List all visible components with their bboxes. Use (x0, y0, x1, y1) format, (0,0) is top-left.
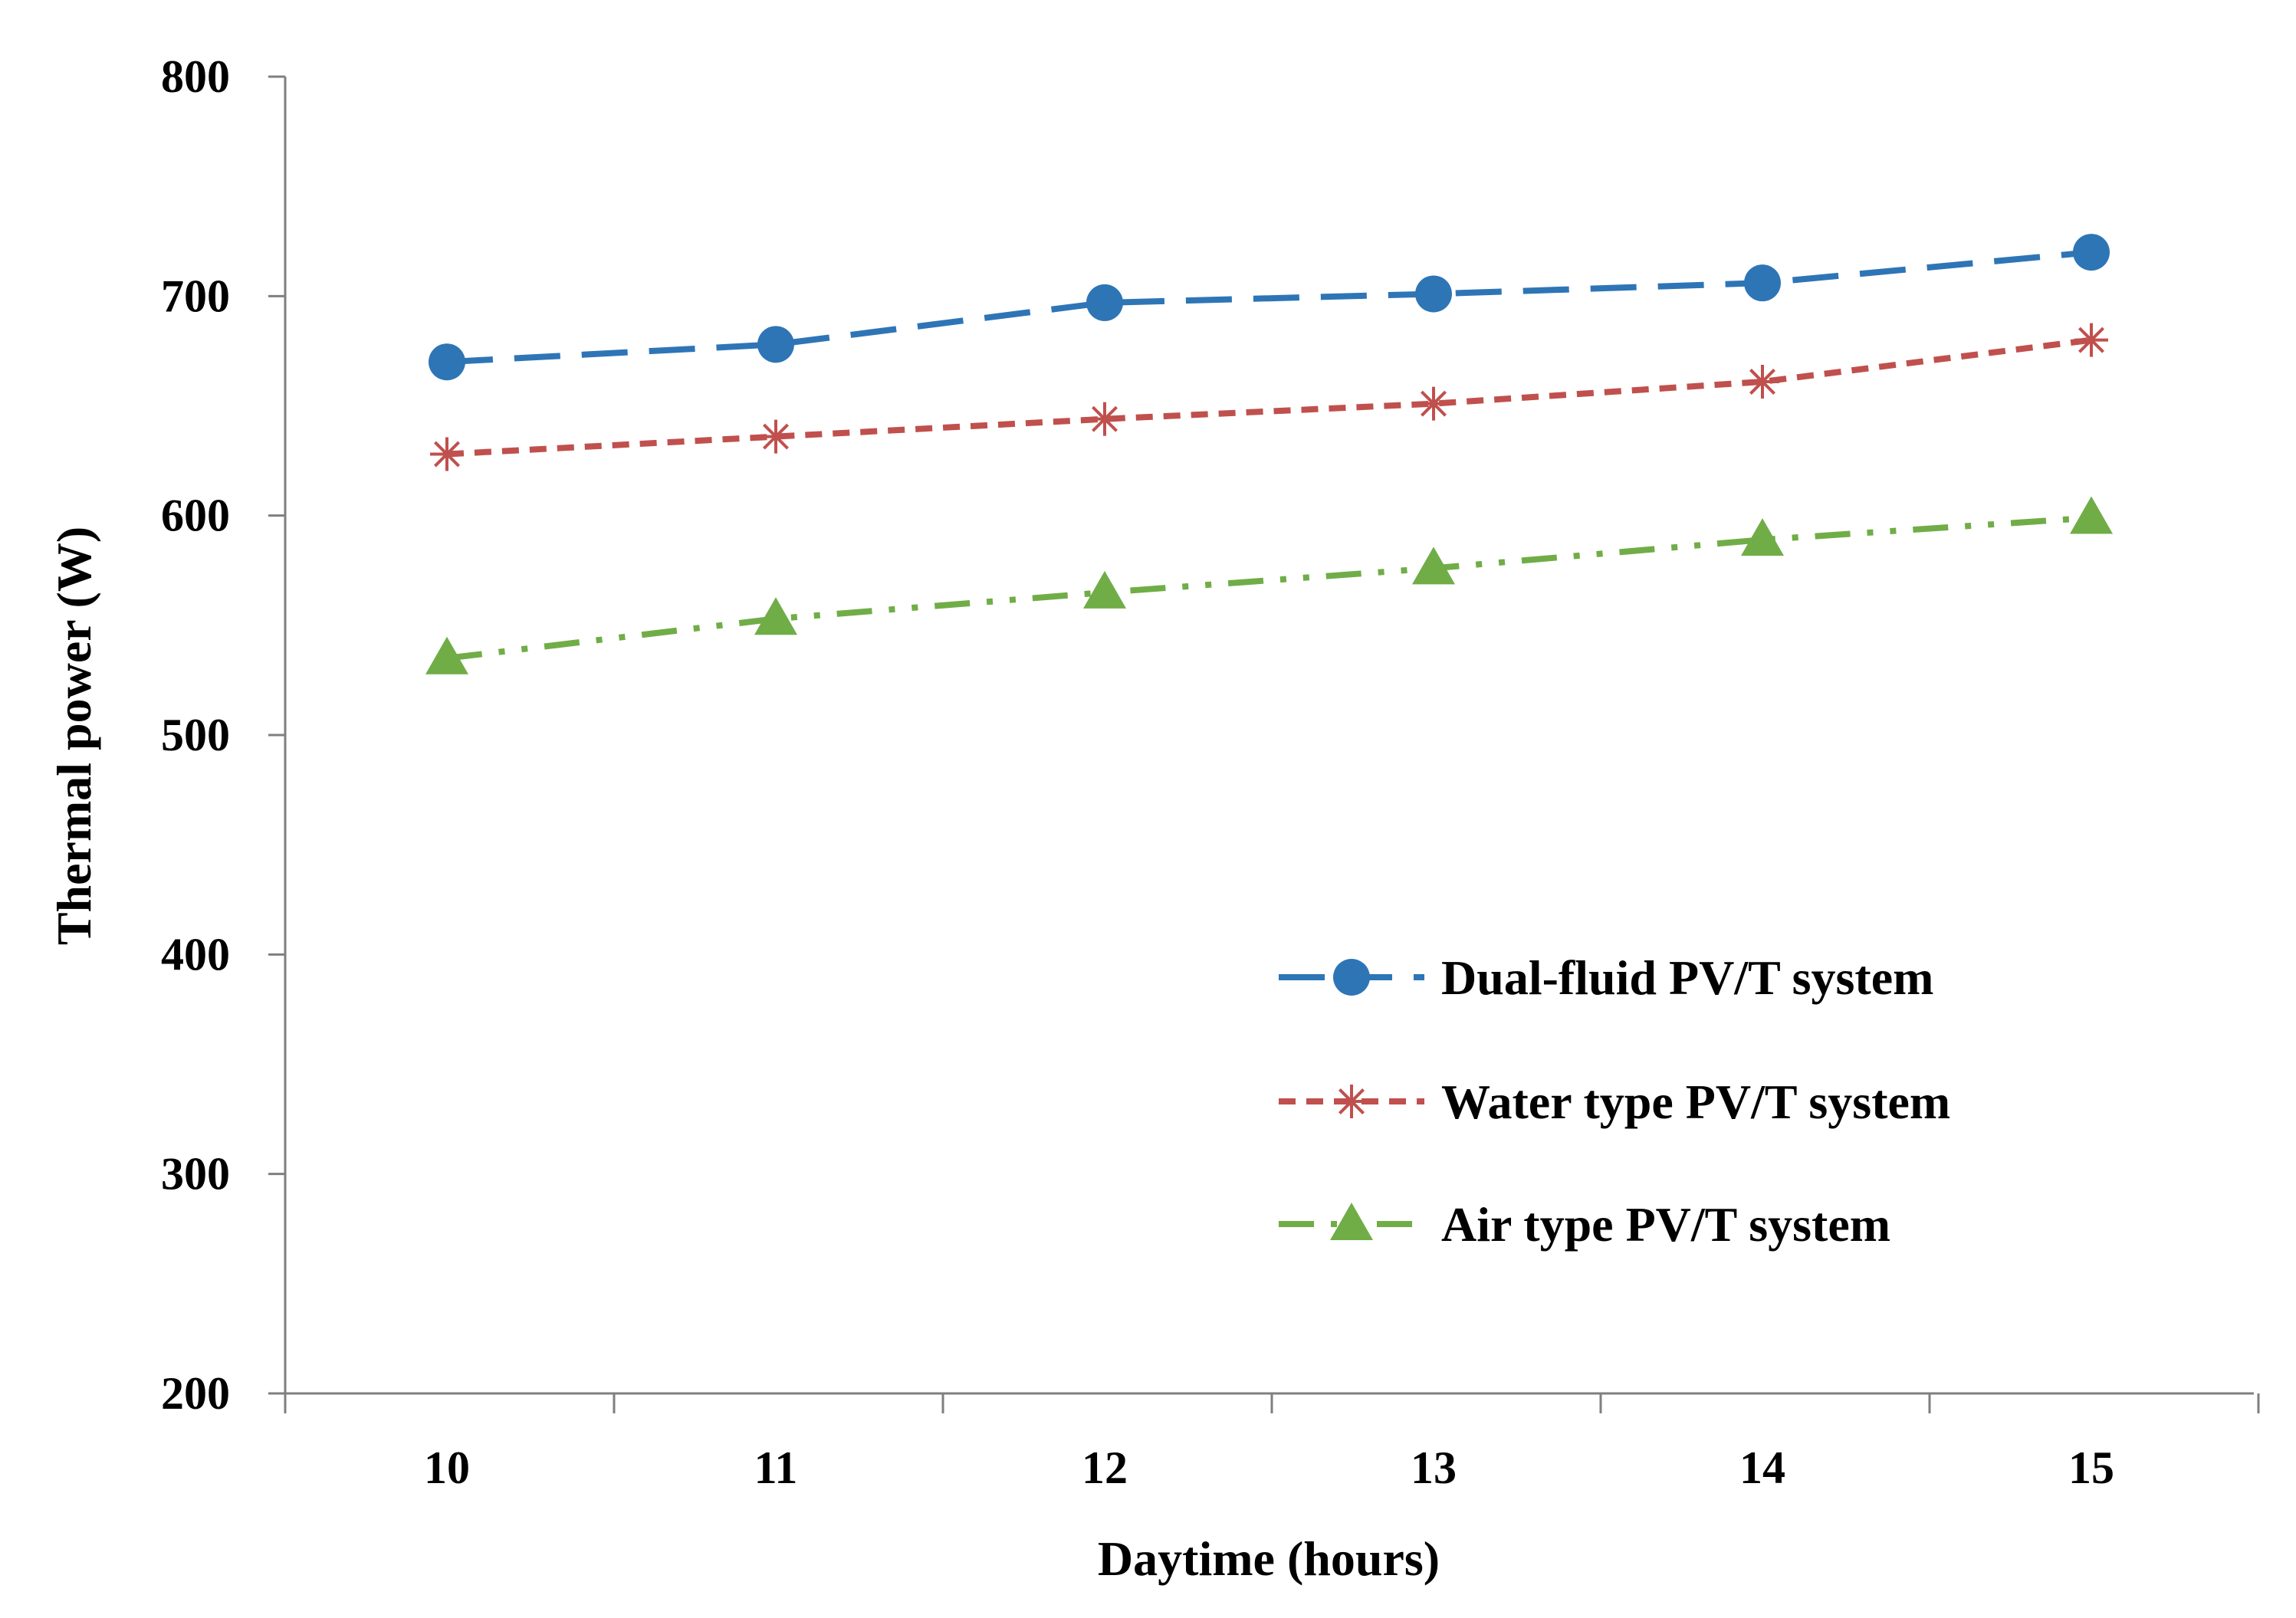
y-tick-label: 200 (161, 1368, 230, 1419)
data-point (2074, 323, 2108, 357)
series-2 (430, 323, 2108, 471)
y-tick-label: 600 (161, 491, 230, 541)
data-point (1088, 402, 1122, 436)
legend-label: Water type PV/T system (1441, 1075, 1950, 1129)
data-point (757, 326, 794, 363)
y-tick-label: 400 (161, 929, 230, 980)
data-point (425, 636, 468, 674)
legend: Dual-fluid PV/T system Water type PV/T sy… (1279, 950, 1950, 1252)
axes (284, 77, 2254, 1395)
data-point (1741, 518, 1784, 556)
series-line (446, 514, 2092, 661)
data-point (1415, 275, 1452, 313)
x-tick-label: 13 (1411, 1442, 1457, 1493)
data-point (1746, 365, 1779, 399)
data-point (754, 597, 797, 635)
y-axis-ticks: 200 300 400 500 600 700 800 (161, 51, 285, 1419)
y-tick-label: 800 (161, 51, 230, 102)
legend-item: Dual-fluid PV/T system (1279, 950, 1933, 1005)
data-point (1417, 386, 1450, 421)
data-point (1086, 284, 1123, 321)
data-point (759, 419, 793, 454)
legend-item: Water type PV/T system (1279, 1075, 1950, 1129)
data-point (430, 437, 464, 471)
data-point (1330, 1203, 1373, 1240)
y-tick-label: 500 (161, 710, 230, 760)
y-tick-label: 700 (161, 271, 230, 321)
x-tick-label: 11 (754, 1442, 798, 1493)
x-tick-label: 12 (1082, 1442, 1128, 1493)
data-point (1333, 959, 1370, 996)
data-point (1083, 570, 1126, 609)
data-point (1335, 1085, 1368, 1118)
x-axis-title: Daytime (hours) (1098, 1531, 1440, 1586)
series-3 (425, 496, 2113, 674)
x-tick-label: 14 (1739, 1442, 1785, 1493)
data-point (2073, 234, 2110, 271)
data-point (2070, 496, 2113, 534)
series-layer (425, 234, 2113, 674)
data-point (429, 343, 465, 381)
series-1 (429, 234, 2110, 381)
x-tick-label: 15 (2068, 1442, 2114, 1493)
series-line (446, 249, 2092, 366)
data-point (1412, 546, 1455, 585)
x-tick-label: 10 (424, 1442, 470, 1493)
y-tick-label: 300 (161, 1149, 230, 1200)
legend-label: Dual-fluid PV/T system (1441, 950, 1933, 1005)
y-axis-title: Thermal power (W) (47, 527, 101, 945)
series-line (446, 336, 2092, 458)
x-axis-ticks: 10 11 12 13 14 15 (284, 1393, 2260, 1493)
data-point (1744, 264, 1781, 302)
legend-item: Air type PV/T system (1279, 1197, 1890, 1252)
legend-label: Air type PV/T system (1441, 1197, 1890, 1252)
